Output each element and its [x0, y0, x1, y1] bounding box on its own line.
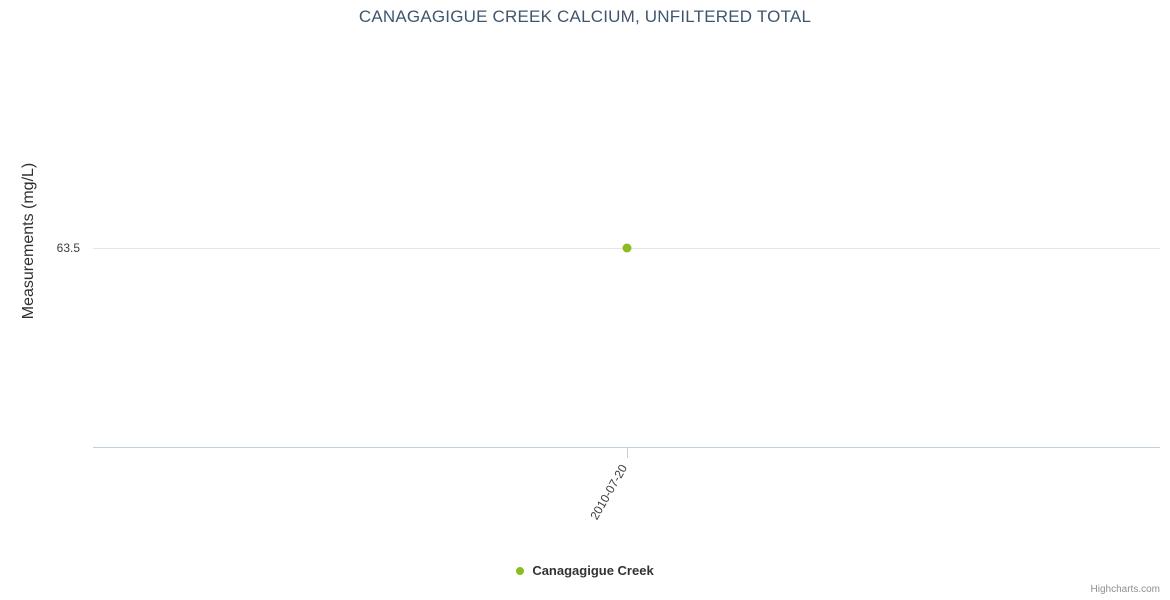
y-axis-tick-label: 63.5	[56, 241, 80, 255]
x-axis-line	[93, 447, 1160, 448]
legend-item-canagagigue-creek[interactable]: Canagagigue Creek	[516, 563, 654, 578]
legend-item-label: Canagagigue Creek	[532, 563, 654, 578]
credits-link[interactable]: Highcharts.com	[1090, 584, 1160, 595]
legend-marker-icon	[516, 566, 525, 575]
x-axis-tick-mark	[627, 448, 628, 458]
chart-legend: Canagagigue Creek	[0, 563, 1170, 578]
chart-title: CANAGAGIGUE CREEK CALCIUM, UNFILTERED TO…	[358, 7, 812, 26]
plot-area	[93, 40, 1160, 448]
x-axis-tick-label: 2010-07-20	[587, 462, 631, 523]
data-point[interactable]	[622, 243, 632, 253]
